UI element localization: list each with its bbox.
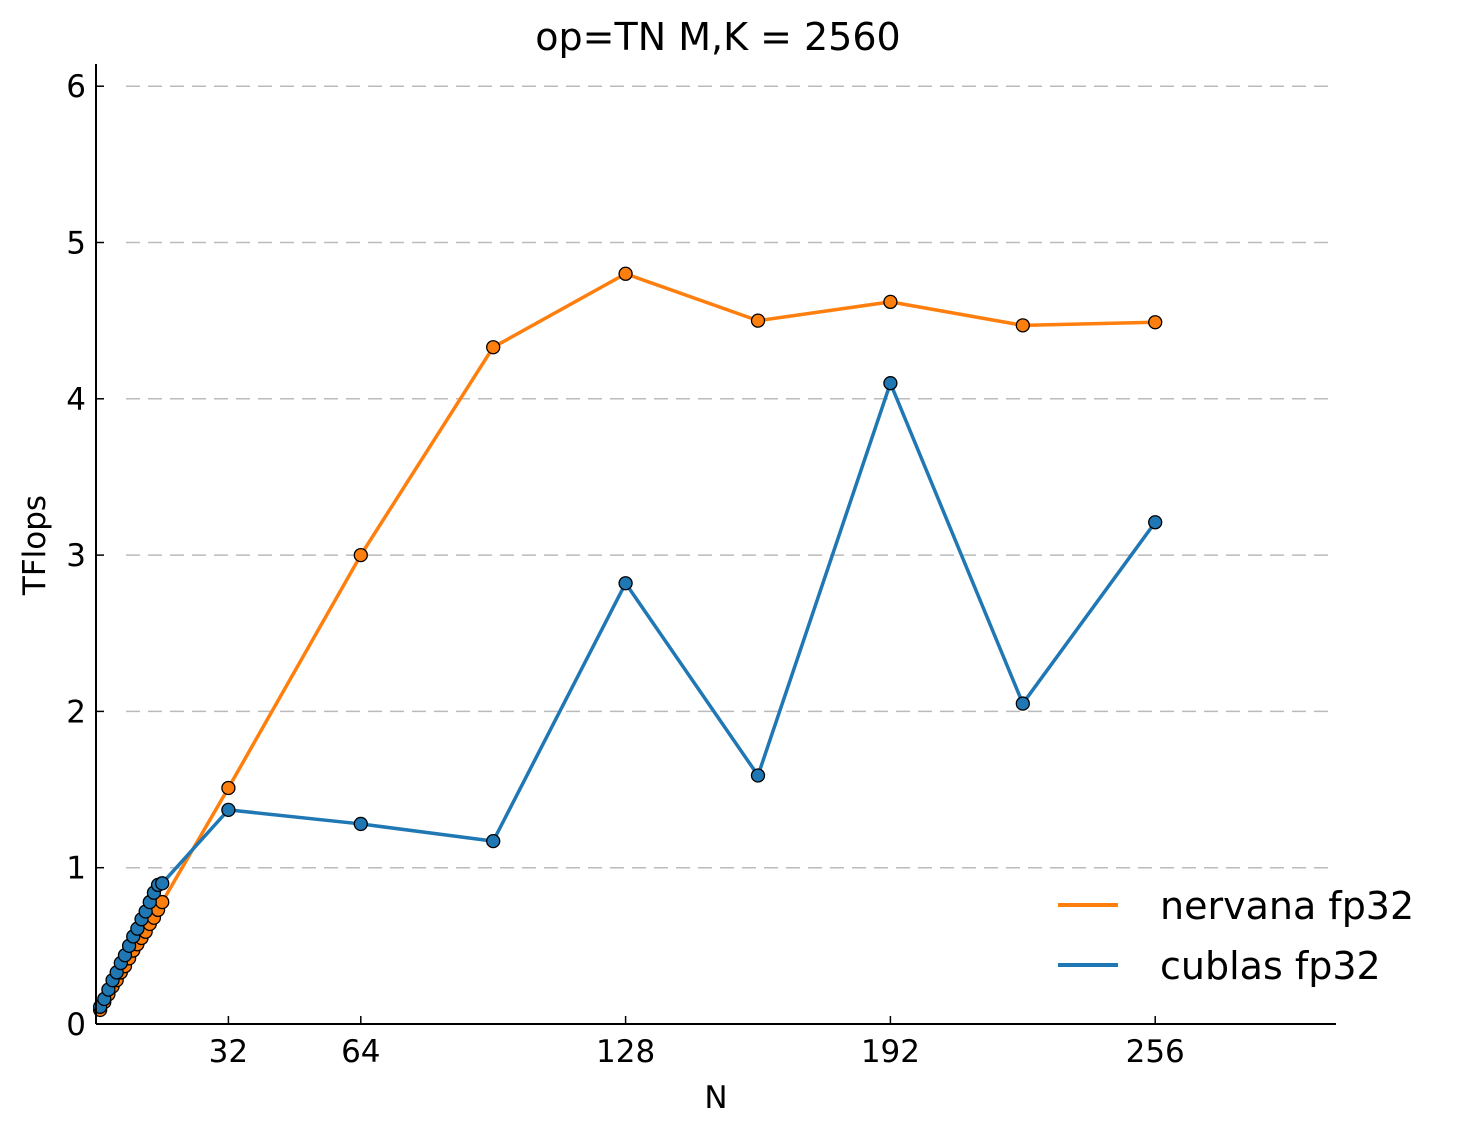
data-point <box>486 833 501 849</box>
x-tick-label: 32 <box>209 1034 248 1070</box>
x-tick-label: 128 <box>596 1034 655 1070</box>
legend-label: cublas fp32 <box>1160 944 1381 988</box>
y-tick-label: 3 <box>66 538 86 574</box>
y-tick-label: 0 <box>66 1007 86 1043</box>
y-tick-label: 5 <box>66 226 86 262</box>
data-point <box>353 816 368 832</box>
x-tick-label: 256 <box>1126 1034 1185 1070</box>
x-tick-label: 192 <box>861 1034 920 1070</box>
x-axis-label: N <box>704 1080 727 1116</box>
x-tick-labels: 32 64 128 192 256 <box>209 1016 1185 1070</box>
data-point <box>353 547 368 563</box>
x-tick-label: 64 <box>341 1034 380 1070</box>
data-point <box>155 876 170 891</box>
data-point <box>1148 515 1163 530</box>
data-point <box>221 780 236 796</box>
y-axis-label: TFlops <box>17 495 53 596</box>
data-point <box>1015 318 1030 333</box>
data-point <box>618 576 633 591</box>
grid-lines <box>126 85 1336 869</box>
legend-label: nervana fp32 <box>1160 884 1414 928</box>
y-tick-label: 6 <box>66 69 86 105</box>
data-point <box>618 266 633 281</box>
series-line <box>98 381 1157 1008</box>
data-point <box>221 802 236 818</box>
data-point <box>486 340 501 355</box>
legend: nervana fp32 cublas fp32 <box>1058 884 1414 988</box>
data-point <box>1015 696 1030 711</box>
chart-title: op=TN M,K = 2560 <box>535 15 900 59</box>
data-point <box>1148 315 1163 330</box>
y-tick-label: 2 <box>66 694 86 730</box>
plot-series <box>92 266 1163 1018</box>
data-point <box>750 313 766 328</box>
y-tick-label: 4 <box>66 382 86 418</box>
data-point <box>883 376 898 391</box>
data-point <box>750 768 766 783</box>
data-point <box>883 294 898 310</box>
axes <box>95 64 1336 1025</box>
y-tick-labels: 0 1 2 3 4 5 6 <box>66 69 104 1043</box>
y-tick-label: 1 <box>66 851 86 887</box>
